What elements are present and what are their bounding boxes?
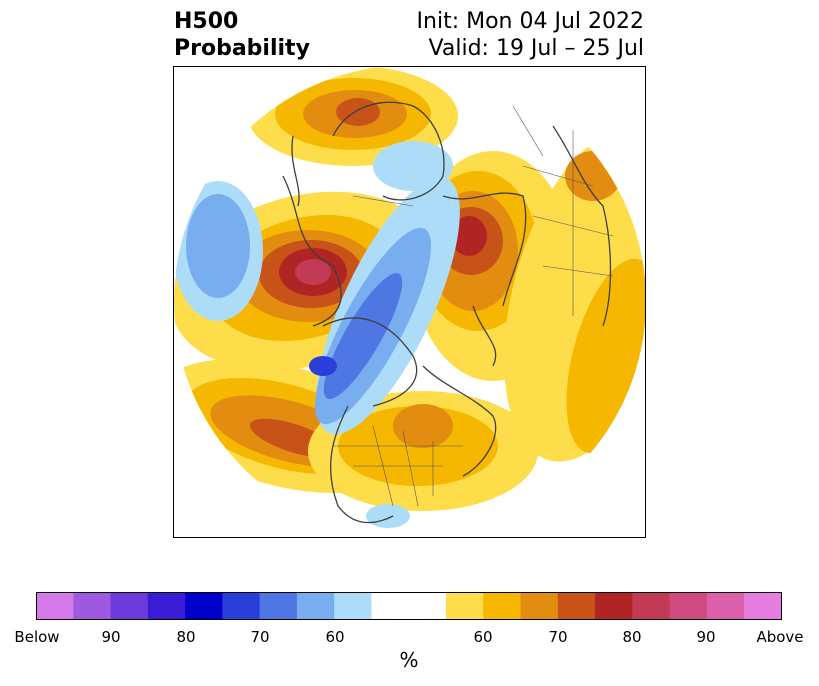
title-product: Probability	[174, 36, 310, 61]
colorbar	[36, 592, 782, 620]
colorbar-unit-label: %	[399, 648, 419, 672]
colorbar-cell	[110, 592, 149, 620]
title-valid-range: Valid: 19 Jul – 25 Jul	[428, 36, 644, 61]
anomaly-mexico-negative	[366, 504, 410, 528]
coastlines	[282, 101, 612, 524]
colorbar-tick-above-80: 80	[622, 628, 642, 646]
title-right: Init: Mon 04 Jul 2022 Valid: 19 Jul – 25…	[417, 8, 644, 62]
title-variable: H500	[174, 9, 239, 34]
borders	[333, 105, 614, 507]
colorbar-cell	[147, 592, 186, 620]
colorbar-tick-above-60: 60	[473, 628, 493, 646]
colorbar-cell	[296, 592, 335, 620]
colorbar-tick-below-90: 90	[101, 628, 121, 646]
colorbar-tick-above-90: 90	[696, 628, 716, 646]
title-init-date: Init: Mon 04 Jul 2022	[416, 9, 644, 34]
colorbar-cell	[185, 592, 223, 620]
colorbar-tick-above: Above	[756, 628, 804, 646]
colorbar-tick-below: Below	[14, 628, 60, 646]
colorbar-cell	[371, 592, 410, 620]
colorbar-cell	[669, 592, 708, 620]
colorbar-frame	[36, 592, 782, 620]
colorbar-cell	[595, 592, 633, 620]
title-left: H500 Probability	[174, 8, 310, 62]
map-frame	[173, 66, 646, 538]
colorbar-tick-below-70: 70	[250, 628, 270, 646]
colorbar-cell	[520, 592, 559, 620]
anomaly-polar-negative	[373, 141, 453, 191]
colorbar-cell	[259, 592, 298, 620]
colorbar-cell	[744, 592, 782, 620]
colorbar-cell	[73, 592, 112, 620]
colorbar-tick-above-70: 70	[548, 628, 568, 646]
colorbar-cell	[632, 592, 671, 620]
colorbar-cell	[334, 592, 373, 620]
colorbar-tick-below-80: 80	[176, 628, 196, 646]
colorbar-cell	[222, 592, 261, 620]
anomaly-bering-negative	[174, 181, 263, 321]
probability-map	[173, 66, 646, 538]
colorbar-cell	[408, 592, 447, 620]
colorbar-cell	[557, 592, 596, 620]
anomaly-arctic-negative	[309, 177, 460, 435]
colorbar-cell	[445, 592, 484, 620]
colorbar-cell	[36, 592, 74, 620]
colorbar-tick-below-60: 60	[325, 628, 345, 646]
colorbar-cell	[483, 592, 522, 620]
colorbar-cell	[706, 592, 745, 620]
